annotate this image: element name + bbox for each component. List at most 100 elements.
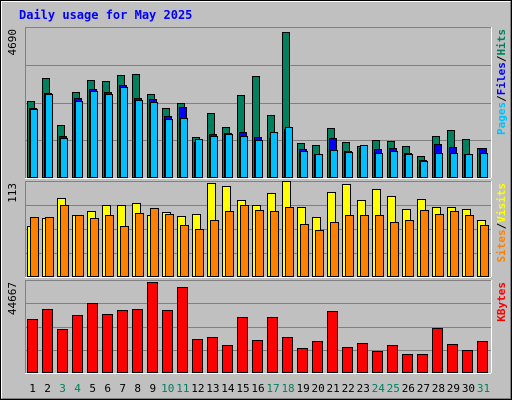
bar-hits-pages-day-22 — [345, 152, 353, 178]
x-tick-label-14: 14 — [221, 382, 235, 395]
bar-visits-sites-day-6 — [105, 215, 114, 277]
bar-kbytes-kbytes-day-4 — [72, 315, 83, 373]
panel-visits: 113 Sites/Visits — [6, 181, 508, 278]
bar-hits-pages-day-19 — [300, 151, 308, 178]
x-tick-label-26: 26 — [402, 382, 415, 395]
bar-hits-pages-day-12 — [195, 139, 203, 178]
bar-visits-sites-day-31 — [480, 225, 489, 277]
x-tick-label-8: 8 — [134, 382, 141, 395]
bar-kbytes-kbytes-day-26 — [402, 354, 413, 373]
bar-visits-sites-day-15 — [240, 205, 249, 277]
bar-hits-pages-day-15 — [240, 136, 248, 178]
x-tick-label-27: 27 — [417, 382, 430, 395]
bar-visits-sites-day-7 — [120, 226, 129, 277]
bar-kbytes-kbytes-day-11 — [177, 287, 188, 373]
bar-hits-pages-day-11 — [180, 118, 188, 178]
bar-kbytes-kbytes-day-13 — [207, 337, 218, 373]
bar-hits-pages-day-6 — [105, 94, 113, 178]
bar-kbytes-kbytes-day-22 — [342, 347, 353, 373]
panel-kbytes-legend: KBytes — [495, 282, 508, 322]
bar-hits-pages-day-31 — [480, 153, 488, 178]
bar-kbytes-kbytes-day-20 — [312, 341, 323, 373]
x-tick-label-25: 25 — [387, 382, 400, 395]
panel-visits-ymax-label: 113 — [6, 183, 19, 203]
panel-visits-legend-entry: Sites — [495, 229, 508, 262]
bar-visits-sites-day-18 — [285, 207, 294, 277]
bar-visits-sites-day-4 — [75, 215, 84, 277]
x-tick-label-7: 7 — [119, 382, 126, 395]
x-tick-label-10: 10 — [161, 382, 174, 395]
bar-visits-sites-day-12 — [195, 229, 204, 277]
x-tick-label-11: 11 — [176, 382, 189, 395]
x-tick-label-28: 28 — [432, 382, 445, 395]
bar-visits-sites-day-30 — [465, 215, 474, 277]
bar-visits-sites-day-8 — [135, 213, 144, 277]
panel-hits-ymax-label: 4690 — [6, 29, 19, 56]
x-tick-label-19: 19 — [296, 382, 309, 395]
bar-hits-pages-day-8 — [135, 100, 143, 178]
bar-hits-pages-day-1 — [30, 109, 38, 178]
bar-hits-pages-day-20 — [315, 154, 323, 178]
bar-hits-pages-day-23 — [360, 145, 368, 178]
bar-hits-pages-day-9 — [150, 102, 158, 178]
panel-hits-legend-entry: Files — [495, 62, 508, 95]
bar-visits-sites-day-17 — [270, 211, 279, 277]
bar-kbytes-kbytes-day-1 — [27, 319, 38, 373]
panel-visits-legend-entry: / — [495, 222, 508, 229]
bar-kbytes-kbytes-day-14 — [222, 345, 233, 373]
bar-hits-pages-day-30 — [465, 154, 473, 178]
bar-visits-sites-day-22 — [345, 215, 354, 277]
bar-visits-sites-day-16 — [255, 210, 264, 277]
bar-kbytes-kbytes-day-12 — [192, 339, 203, 373]
bar-kbytes-kbytes-day-24 — [372, 351, 383, 373]
x-tick-label-15: 15 — [236, 382, 249, 395]
bar-kbytes-kbytes-day-17 — [267, 317, 278, 373]
bar-kbytes-kbytes-day-28 — [432, 328, 443, 373]
bar-visits-sites-day-9 — [150, 208, 159, 277]
bar-hits-pages-day-26 — [405, 154, 413, 178]
chart-panels: 4690Pages/Files/Hits113Sites/Visits44667… — [6, 27, 508, 374]
panel-kbytes: 44667 KBytes — [6, 280, 508, 374]
bar-visits-sites-day-3 — [60, 205, 69, 277]
x-tick-label-1: 1 — [29, 382, 36, 395]
x-tick-label-2: 2 — [44, 382, 51, 395]
panel-hits-legend-entry: Hits — [495, 29, 508, 56]
x-tick-label-12: 12 — [191, 382, 204, 395]
bar-kbytes-kbytes-day-7 — [117, 310, 128, 373]
bar-hits-pages-day-27 — [420, 161, 428, 178]
bar-visits-sites-day-24 — [375, 215, 384, 277]
bar-visits-sites-day-27 — [420, 210, 429, 277]
x-tick-label-6: 6 — [104, 382, 111, 395]
bar-visits-sites-day-21 — [330, 222, 339, 277]
x-tick-label-29: 29 — [447, 382, 460, 395]
bar-hits-pages-day-14 — [225, 134, 233, 178]
x-tick-label-21: 21 — [327, 382, 340, 395]
x-tick-label-16: 16 — [251, 382, 264, 395]
bar-hits-pages-day-10 — [165, 119, 173, 178]
x-axis-tick-labels: 1 2 3 4 5 6 7 8 9 10 11 12 13 14 15 16 17 18 19 20 21 22 23 24 2… — [29, 382, 490, 395]
bar-visits-sites-day-13 — [210, 220, 219, 277]
panel-visits-legend: Sites/Visits — [495, 183, 508, 263]
bar-visits-sites-day-1 — [30, 217, 39, 277]
bar-hits-pages-day-7 — [120, 87, 128, 178]
bar-visits-sites-day-20 — [315, 230, 324, 277]
panel-hits-legend-entry: / — [495, 95, 508, 102]
chart-title: Daily usage for May 2025 — [19, 8, 192, 22]
bar-hits-pages-day-18 — [285, 127, 293, 178]
bar-visits-sites-day-14 — [225, 211, 234, 277]
bar-visits-sites-day-23 — [360, 215, 369, 277]
bar-hits-pages-day-4 — [75, 101, 83, 178]
panel-hits-legend-entry: Pages — [495, 102, 508, 135]
panel-hits-legend-entry: / — [495, 55, 508, 62]
x-tick-label-22: 22 — [342, 382, 355, 395]
bar-kbytes-kbytes-day-25 — [387, 345, 398, 373]
bar-visits-sites-day-11 — [180, 225, 189, 277]
bar-kbytes-kbytes-day-5 — [87, 303, 98, 373]
bar-hits-pages-day-16 — [255, 140, 263, 178]
bar-kbytes-kbytes-day-29 — [447, 344, 458, 373]
bar-visits-sites-day-25 — [390, 222, 399, 277]
x-tick-label-20: 20 — [312, 382, 325, 395]
bar-hits-pages-day-3 — [60, 138, 68, 178]
